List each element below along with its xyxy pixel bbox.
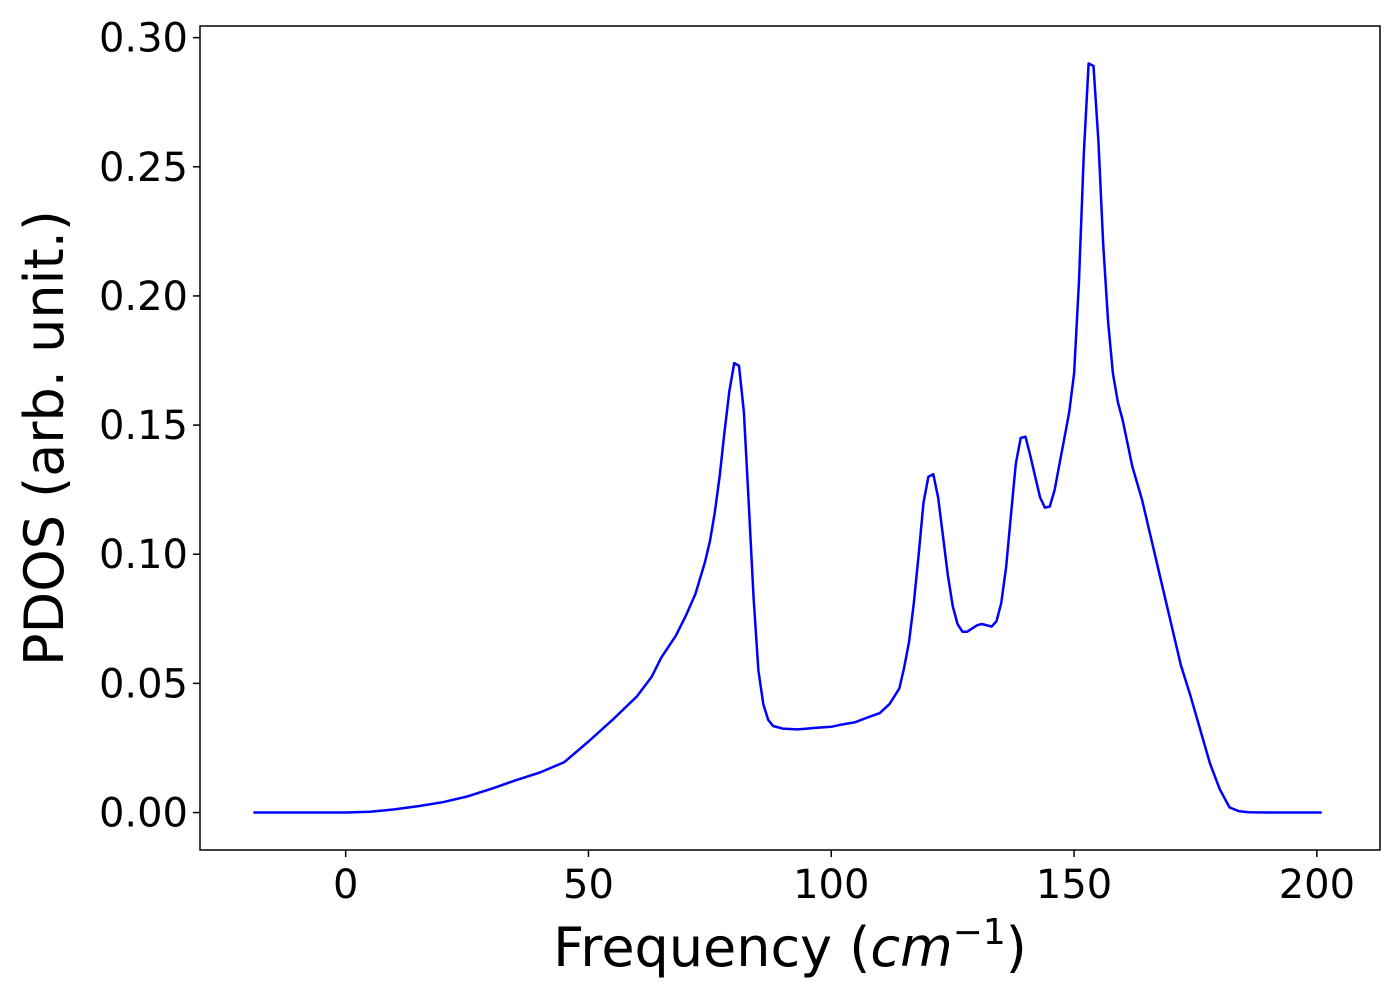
x-tick-label: 200: [1279, 862, 1355, 908]
x-axis-ticks: 0 50 100 150 200: [333, 850, 1355, 908]
y-axis-label: PDOS (arb. unit.): [13, 210, 76, 666]
y-tick-label: 0.10: [99, 532, 188, 578]
x-axis-label-unit-exponent: −1: [953, 912, 1006, 953]
x-axis-label-text: Frequency (: [553, 916, 870, 979]
x-tick-label: 150: [1036, 862, 1112, 908]
y-tick-label: 0.05: [99, 661, 188, 707]
y-tick-label: 0.20: [99, 274, 188, 320]
y-tick-label: 0.25: [99, 145, 188, 191]
y-tick-label: 0.15: [99, 403, 188, 449]
x-tick-label: 0: [333, 862, 358, 908]
y-axis-ticks: 0.00 0.05 0.10 0.15 0.20 0.25 0.30: [99, 16, 200, 837]
plot-frame: [199, 25, 1381, 851]
y-tick-label: 0.30: [99, 16, 188, 62]
y-tick-label: 0.00: [99, 791, 188, 837]
x-tick-label: 100: [793, 862, 869, 908]
x-axis-label-unit: cm: [870, 916, 952, 979]
series-layer: [253, 62, 1322, 814]
pdos-series-line: [253, 62, 1322, 814]
x-tick-label: 50: [563, 862, 614, 908]
x-axis-label: Frequency (cm−1): [553, 912, 1027, 979]
x-axis-label-close: ): [1006, 916, 1027, 979]
